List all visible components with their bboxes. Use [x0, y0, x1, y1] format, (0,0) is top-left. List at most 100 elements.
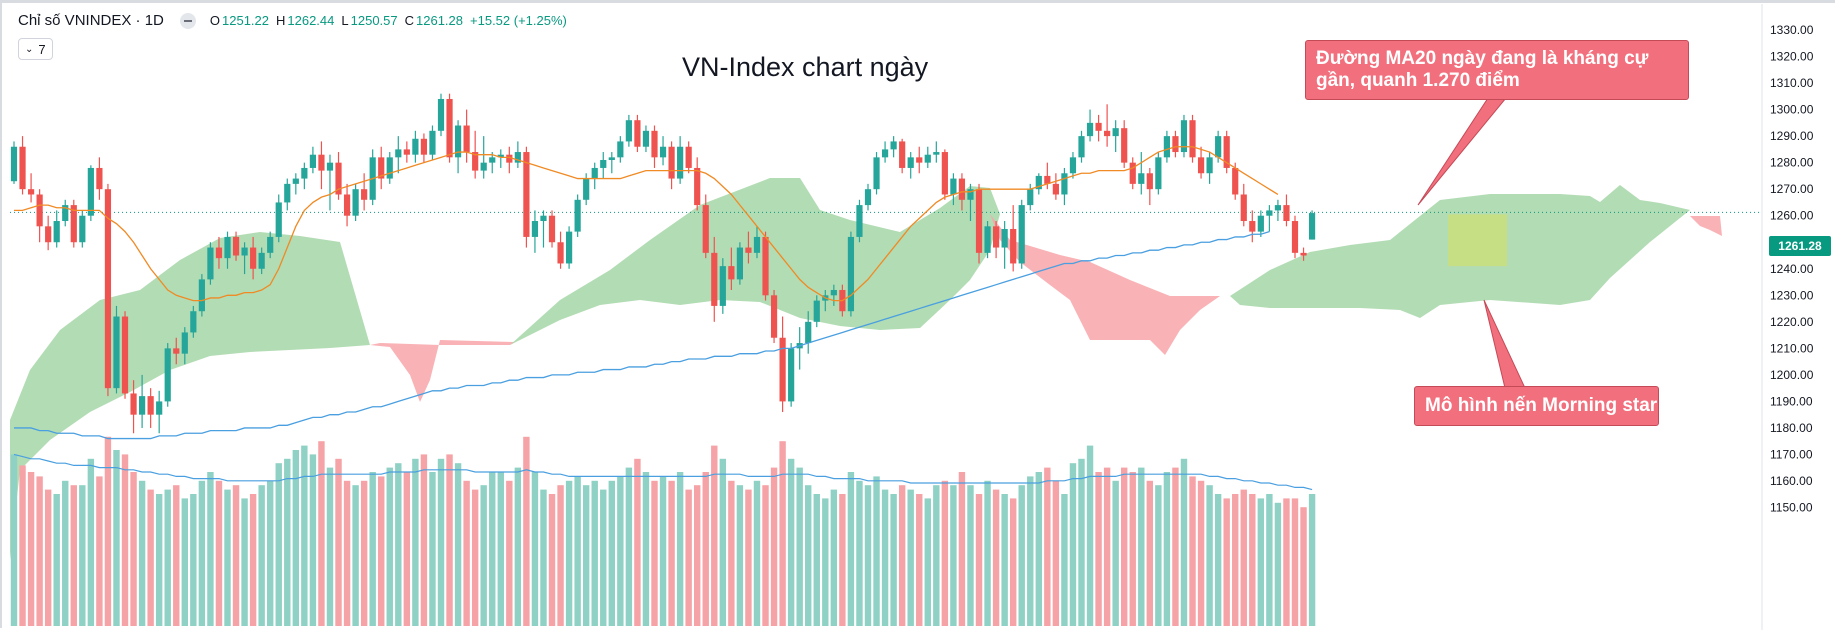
- candle-body: [651, 130, 658, 158]
- candle-body: [736, 247, 743, 280]
- volume-bar: [779, 441, 786, 626]
- volume-bar: [753, 480, 761, 626]
- candle-body: [719, 266, 726, 306]
- volume-bar: [437, 458, 445, 626]
- candle-body: [1155, 157, 1162, 190]
- candle-body: [993, 226, 1000, 248]
- candle: [1095, 114, 1102, 142]
- volume-bar: [318, 441, 325, 626]
- candle-body: [207, 247, 214, 280]
- candle-body: [1061, 173, 1068, 195]
- candle-body: [301, 167, 308, 179]
- volume-bar: [728, 480, 735, 626]
- candle-body: [420, 138, 428, 155]
- candle-body: [412, 138, 419, 155]
- volume-bar: [975, 494, 983, 626]
- candle-body: [557, 242, 564, 264]
- candle-body: [574, 199, 581, 232]
- ichimoku-cloud-bearish: [370, 340, 515, 402]
- candle-body: [1249, 221, 1256, 232]
- volume-bar: [1086, 445, 1094, 626]
- candle-body: [87, 167, 94, 216]
- ma20-annotation[interactable]: Đường MA20 ngày đang là kháng cự gần, qu…: [1305, 40, 1689, 100]
- candle: [1018, 199, 1025, 269]
- candle-body: [10, 146, 18, 182]
- candle-body: [53, 221, 60, 243]
- candle-body: [916, 157, 923, 163]
- volume-bar: [958, 472, 966, 626]
- volume-bar: [1240, 489, 1247, 626]
- candle: [514, 141, 521, 168]
- candle-body: [275, 202, 282, 237]
- candle-body: [1180, 120, 1188, 153]
- candle-body: [950, 178, 957, 195]
- candle-body: [907, 157, 914, 168]
- candle: [241, 242, 248, 275]
- candle-body: [702, 205, 709, 253]
- volume-bar: [557, 485, 564, 626]
- candle-body: [267, 236, 274, 253]
- volume-bar: [113, 450, 120, 626]
- eye-icon[interactable]: [179, 12, 196, 29]
- candle-body: [335, 162, 342, 195]
- candle-body: [104, 189, 112, 389]
- candle-body: [156, 401, 163, 415]
- candle: [608, 152, 615, 174]
- volume-bar: [190, 494, 197, 626]
- candle-body: [864, 189, 872, 206]
- volume-bar: [1300, 507, 1307, 626]
- volume-bar: [839, 494, 846, 626]
- volume-bar: [582, 485, 590, 626]
- candle: [309, 146, 316, 174]
- candle-body: [181, 332, 188, 354]
- candle-body: [480, 162, 487, 171]
- volume-bar: [1180, 458, 1188, 626]
- volume-bar: [898, 485, 906, 626]
- collapse-indicators-button[interactable]: ⌄ 7: [18, 38, 53, 60]
- candle-body: [873, 157, 880, 190]
- candle-body: [617, 141, 624, 158]
- candle: [1300, 247, 1307, 261]
- volume-bar: [565, 480, 573, 626]
- ma20-callout-pointer: [1417, 97, 1508, 206]
- price-axis-label: 1190.00: [1770, 394, 1813, 408]
- candle: [907, 152, 914, 179]
- candle-body: [45, 226, 52, 243]
- candle-body: [326, 162, 334, 171]
- candle-body: [130, 393, 137, 415]
- volume-bar: [27, 472, 35, 626]
- volume-bar: [676, 472, 684, 626]
- candle-body: [1172, 136, 1179, 153]
- candle: [1308, 210, 1316, 240]
- candle-body: [1112, 128, 1119, 137]
- volume-bar: [497, 472, 504, 626]
- candle: [352, 183, 359, 222]
- candle: [916, 146, 923, 174]
- candle: [121, 311, 129, 399]
- volume-bar: [1138, 467, 1145, 626]
- candle-body: [685, 146, 692, 168]
- candle: [796, 327, 803, 370]
- candle-body: [386, 157, 393, 179]
- candle: [480, 136, 487, 179]
- volume-bar: [1291, 498, 1299, 626]
- candle-body: [190, 311, 197, 333]
- volume-bar: [292, 450, 300, 626]
- candle-body: [1018, 205, 1025, 264]
- symbol-label[interactable]: Chỉ số VNINDEX · 1D: [18, 12, 164, 29]
- volume-bar: [668, 480, 675, 626]
- candle-body: [856, 205, 863, 237]
- volume-bar: [1035, 472, 1042, 626]
- candle: [856, 199, 863, 243]
- candle: [36, 189, 43, 243]
- morning-star-annotation[interactable]: Mô hình nến Morning star: [1414, 386, 1659, 426]
- high-label: H: [276, 13, 286, 28]
- ichimoku-cloud-bullish: [510, 178, 1000, 345]
- volume-bar: [591, 480, 598, 626]
- candle: [224, 231, 231, 269]
- volume-bar: [847, 472, 855, 626]
- candle: [335, 152, 342, 200]
- candle-body: [1146, 173, 1153, 190]
